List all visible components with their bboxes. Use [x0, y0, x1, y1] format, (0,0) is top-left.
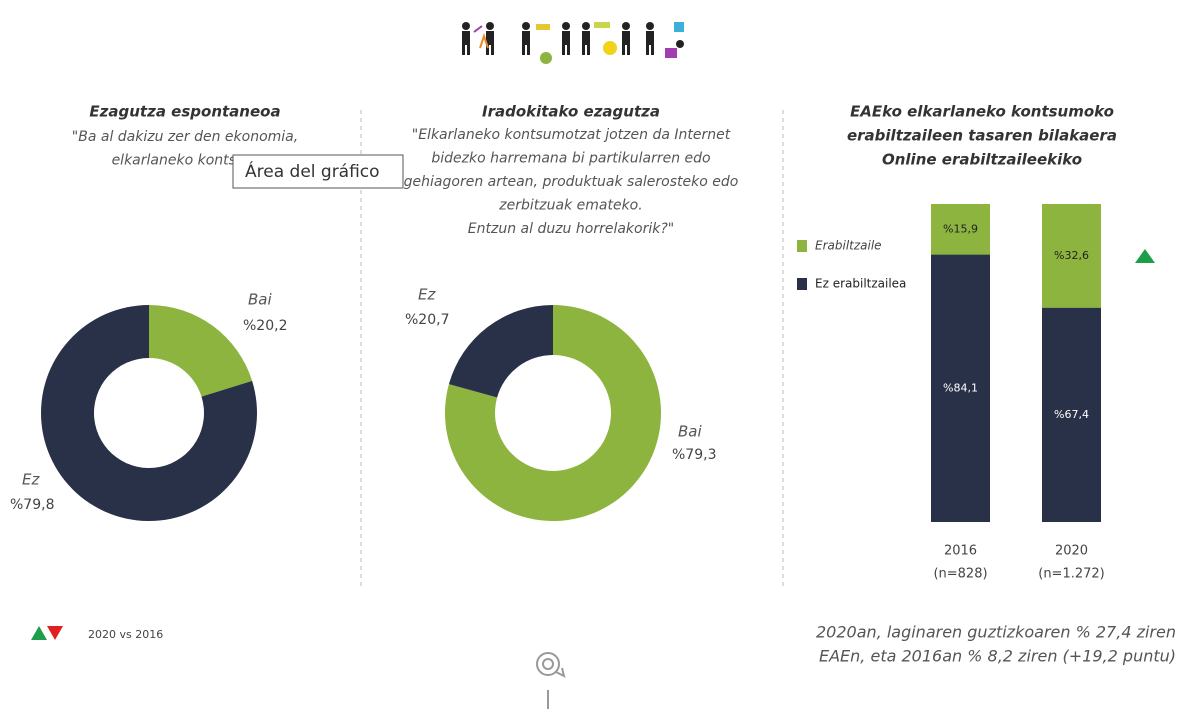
down-triangle [47, 626, 63, 640]
chart-subtitle: zerbitzuak emateko. [498, 198, 642, 214]
slice-value: %79,8 [10, 497, 54, 513]
x-tick-note: (n=828) [933, 567, 987, 582]
chart-title: Online erabiltzaileekiko [882, 151, 1082, 169]
slice-value: %20,7 [405, 312, 449, 328]
bar-segment [1042, 307, 1101, 522]
slice-value: %79,3 [672, 447, 716, 463]
footnote: EAEn, eta 2016an % 8,2 ziren (+19,2 punt… [819, 647, 1176, 666]
donut-slice [445, 305, 662, 521]
x-tick-label: 2020 [1055, 544, 1088, 559]
chart-subtitle: bidezko harremana bi partikularren edo [431, 151, 710, 167]
chart-subtitle: "Ba al dakizu zer den ekonomia, [72, 129, 298, 145]
slice-label: Bai [248, 291, 272, 309]
up-triangle [31, 626, 47, 640]
legend-swatch [797, 240, 807, 252]
bar-segment [931, 204, 990, 255]
legend-swatch [797, 278, 807, 290]
chart-subtitle: elkarlaneko kontsum [112, 153, 259, 169]
refresh-icon [536, 652, 566, 709]
slice-label: Ez [22, 471, 40, 489]
chart-subtitle: "Elkarlaneko kontsumotzat jotzen da Inte… [412, 127, 731, 143]
chart-title: erabiltzaileen tasaren bilakaera [847, 127, 1117, 145]
bar-label: %15,9 [943, 222, 978, 235]
chart-subtitle: Entzun al duzu horrelakorik?" [468, 221, 674, 237]
tooltip: Área del gráfico [245, 160, 380, 182]
increase-marker [1135, 249, 1155, 263]
chart-title: Iradokitako ezagutza [482, 103, 660, 121]
chart-title: Ezagutza espontaneoa [89, 103, 280, 121]
footnote: 2020an, laginaren guztizkoaren % 27,4 zi… [816, 623, 1176, 642]
bar-segment [931, 254, 990, 522]
x-tick-note: (n=1.272) [1038, 567, 1105, 582]
people-icons [462, 22, 684, 64]
slice-label: Bai [678, 423, 702, 441]
legend-label: Ez erabiltzailea [815, 277, 906, 291]
donut-slice [40, 305, 257, 521]
bar-label: %32,6 [1054, 249, 1089, 262]
bar-label: %67,4 [1054, 408, 1089, 421]
bar-label: %84,1 [943, 381, 978, 394]
legend-note: 2020 vs 2016 [88, 628, 163, 641]
charts: Ezagutza espontaneoa "Ba al dakizu zer de… [10, 103, 1117, 582]
slice-label: Ez [418, 286, 436, 304]
bar-segment [1042, 204, 1101, 308]
tooltip-box [232, 154, 404, 189]
slice-value: %20,2 [243, 318, 287, 334]
chart-title: EAEko elkarlaneko kontsumoko [850, 103, 1114, 121]
x-tick-label: 2016 [944, 544, 977, 559]
donut-slice [149, 305, 253, 397]
legend-label: Erabiltzaile [815, 239, 882, 253]
chart-subtitle: gehiagoren artean, produktuak salerostek… [404, 174, 739, 190]
donut-slice [448, 305, 553, 398]
